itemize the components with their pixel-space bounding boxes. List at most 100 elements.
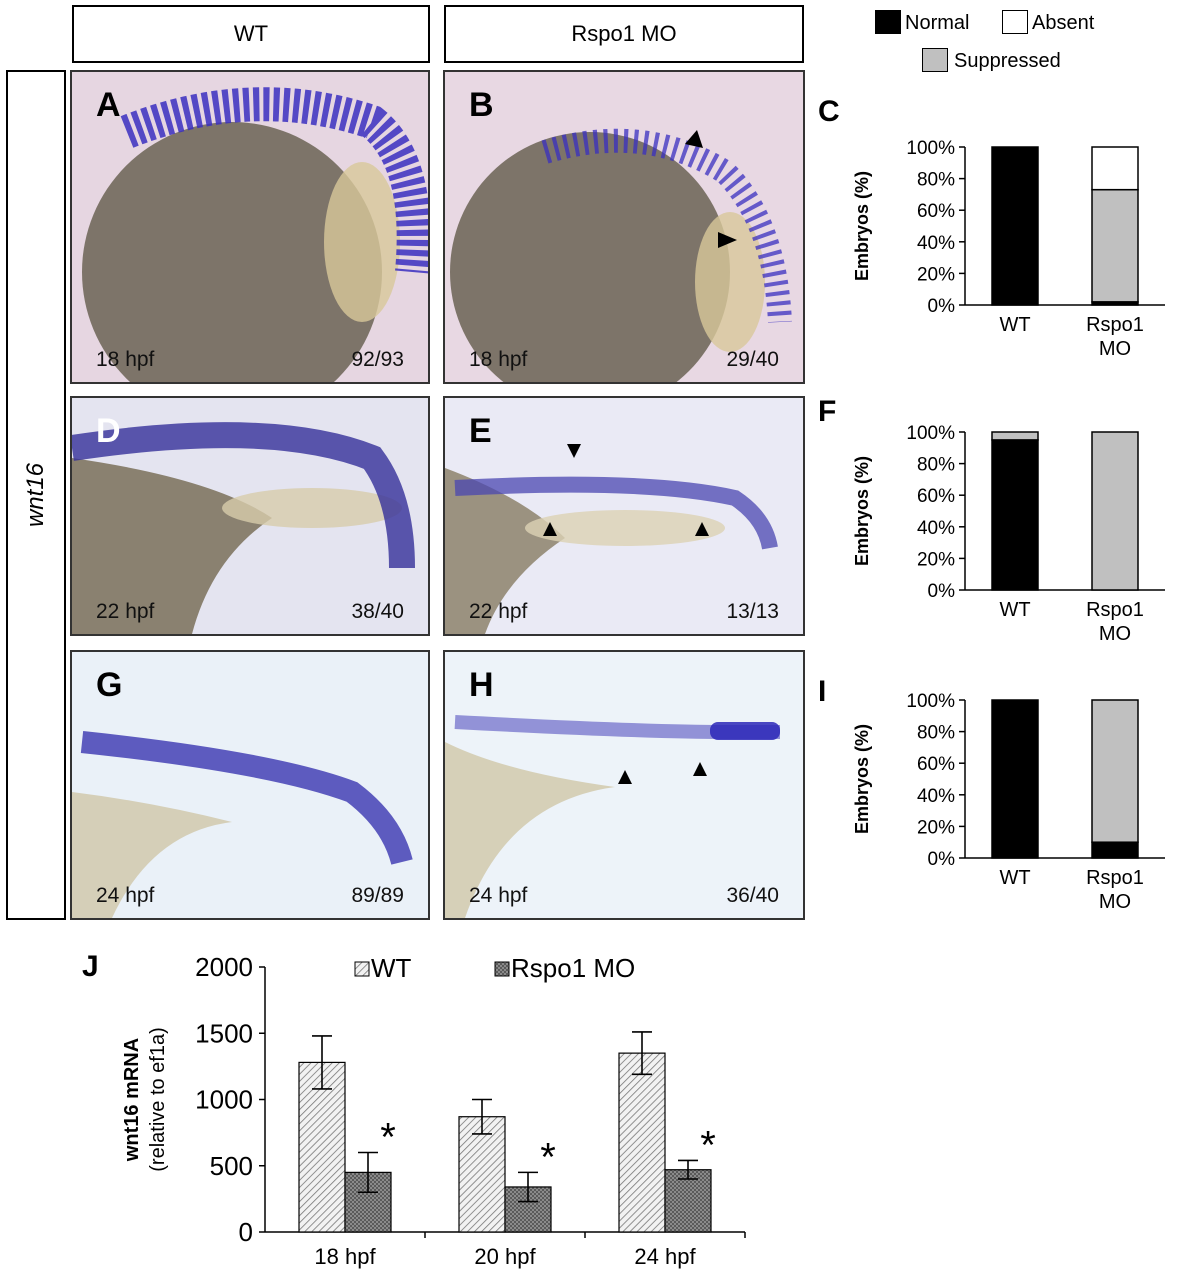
significance-mark: * xyxy=(540,1135,556,1179)
panel-letter: B xyxy=(469,86,494,124)
x-tick-label: Rspo1 xyxy=(1086,314,1144,336)
x-tick-label: WT xyxy=(999,599,1030,621)
stacked-bar-suppressed xyxy=(991,431,1039,441)
panel-letter: G xyxy=(96,666,123,704)
bar-rspo1-mo xyxy=(664,1169,712,1233)
panel-count: 29/40 xyxy=(726,348,779,371)
panel-count: 92/93 xyxy=(351,348,404,371)
y-axis-label: Embryos (%) xyxy=(852,456,872,566)
y-tick-label: 80% xyxy=(917,455,955,476)
arrowhead-icon xyxy=(718,232,737,248)
bar-wt xyxy=(618,1052,666,1233)
y-tick-label: 40% xyxy=(917,786,955,807)
legend-absent-label: Absent xyxy=(1032,12,1095,34)
x-tick-label: MO xyxy=(1099,623,1131,645)
embryo-illustration xyxy=(82,87,428,382)
y-tick-label: 1000 xyxy=(195,1085,253,1115)
panel-h-image: H 24 hpf 36/40 xyxy=(443,650,805,920)
stacked-bar-suppressed xyxy=(1091,431,1139,591)
panel-stage: 24 hpf xyxy=(469,884,528,907)
x-tick-label: WT xyxy=(999,314,1030,336)
legend-suppressed-label: Suppressed xyxy=(954,50,1061,72)
x-tick-label: WT xyxy=(999,867,1030,889)
panel-stage: 22 hpf xyxy=(469,600,528,623)
y-axis-label: wnt16 mRNA xyxy=(121,1038,143,1162)
y-tick-label: 20% xyxy=(917,549,955,570)
y-tick-label: 2000 xyxy=(195,952,253,982)
panel-letter: H xyxy=(469,666,494,704)
panel-d-image: D 22 hpf 38/40 xyxy=(70,396,430,636)
panel-stage: 18 hpf xyxy=(96,348,155,371)
panel-count: 89/89 xyxy=(351,884,404,907)
y-tick-label: 80% xyxy=(917,170,955,191)
arrowhead-icon xyxy=(693,762,707,776)
x-tick-label: 24 hpf xyxy=(634,1244,696,1269)
y-tick-label: 40% xyxy=(917,518,955,539)
x-tick-label: 20 hpf xyxy=(474,1244,536,1269)
y-tick-label: 40% xyxy=(917,233,955,254)
y-tick-label: 0% xyxy=(928,296,956,317)
mo-column-header: Rspo1 MO xyxy=(444,5,804,63)
y-tick-label: 0% xyxy=(928,581,956,602)
y-tick-label: 500 xyxy=(210,1151,253,1181)
panel-count: 13/13 xyxy=(726,600,779,623)
y-axis-label: Embryos (%) xyxy=(852,724,872,834)
y-tick-label: 20% xyxy=(917,817,955,838)
legend-swatch xyxy=(494,961,510,977)
gene-name: wnt16 xyxy=(22,462,49,528)
arrowhead-icon xyxy=(695,522,709,536)
stacked-bar-normal xyxy=(991,439,1039,591)
y-tick-label: 80% xyxy=(917,723,955,744)
y-tick-label: 1500 xyxy=(195,1018,253,1048)
x-tick-label: Rspo1 xyxy=(1086,599,1144,621)
legend-label: Rspo1 MO xyxy=(511,953,635,983)
panel-count: 36/40 xyxy=(726,884,779,907)
embryo-illustration xyxy=(72,422,415,634)
panel-stage: 18 hpf xyxy=(469,348,528,371)
stacked-bar-absent xyxy=(1091,146,1139,191)
significance-mark: * xyxy=(380,1116,396,1160)
panel-letter: D xyxy=(96,412,121,450)
stacked-bar-normal xyxy=(991,146,1039,306)
chart-c-letter: C xyxy=(818,95,840,128)
wt-column-header: WT xyxy=(72,5,430,63)
y-tick-label: 0% xyxy=(928,849,956,870)
panel-e-image: E 22 hpf 13/13 xyxy=(443,396,805,636)
panel-letter: A xyxy=(96,86,121,124)
panel-stage: 24 hpf xyxy=(96,884,155,907)
chart-i-letter: I xyxy=(818,675,827,708)
x-tick-label: MO xyxy=(1099,338,1131,360)
y-tick-label: 60% xyxy=(917,201,955,222)
arrowhead-icon xyxy=(567,444,581,458)
y-tick-label: 20% xyxy=(917,264,955,285)
bar-wt xyxy=(298,1061,346,1233)
y-axis-sublabel: (relative to ef1a) xyxy=(147,1027,169,1172)
y-axis-label: Embryos (%) xyxy=(852,171,872,281)
panel-letter: E xyxy=(469,412,492,450)
panel-stage: 22 hpf xyxy=(96,600,155,623)
legend-suppressed-swatch xyxy=(922,48,948,72)
panel-a-image: A 18 hpf 92/93 xyxy=(70,70,430,384)
stacked-bar-suppressed xyxy=(1091,699,1139,843)
arrowhead-icon xyxy=(618,770,632,784)
embryo-illustration xyxy=(445,715,780,918)
legend-normal-swatch xyxy=(875,10,901,34)
embryo-illustration xyxy=(72,731,413,918)
panel-g-image: G 24 hpf 89/89 xyxy=(70,650,430,920)
y-tick-label: 60% xyxy=(917,486,955,507)
y-tick-label: 0 xyxy=(239,1217,253,1247)
x-tick-label: 18 hpf xyxy=(314,1244,376,1269)
significance-mark: * xyxy=(700,1123,716,1167)
chart-f-letter: F xyxy=(818,395,837,428)
bar-wt xyxy=(458,1116,506,1233)
y-tick-label: 100% xyxy=(906,691,955,712)
gene-side-label: wnt16 xyxy=(6,70,66,920)
x-tick-label: MO xyxy=(1099,891,1131,913)
arrowhead-icon xyxy=(685,130,703,148)
panel-count: 38/40 xyxy=(351,600,404,623)
stacked-bar-normal xyxy=(1091,841,1139,859)
chart-j: wnt16 mRNA (relative to ef1a) 0 500 1000 1500… xyxy=(121,952,746,1269)
